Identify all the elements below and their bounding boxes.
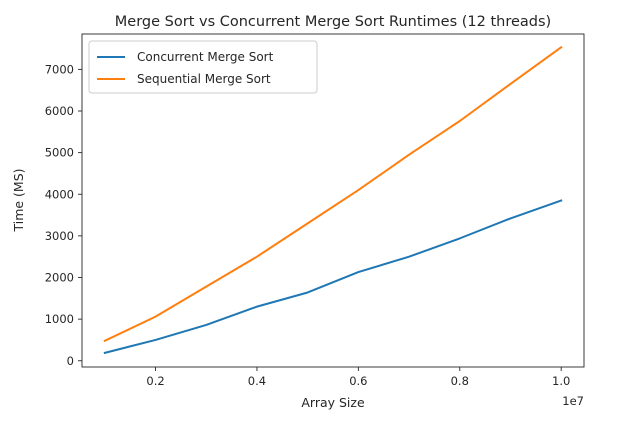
x-tick-label: 0.6 (349, 374, 367, 388)
x-axis: 0.2 0.4 0.6 0.8 1.0 (146, 367, 570, 388)
legend-label-sequential: Sequential Merge Sort (137, 72, 271, 86)
legend: Concurrent Merge Sort Sequential Merge S… (88, 40, 318, 94)
y-tick-label: 0 (67, 354, 74, 368)
plot-frame (81, 33, 585, 368)
x-tick-label: 0.4 (248, 374, 266, 388)
y-tick-label: 1000 (45, 312, 74, 326)
y-tick-label: 2000 (45, 271, 74, 285)
y-tick-label: 7000 (45, 62, 74, 76)
y-tick-label: 3000 (45, 229, 74, 243)
y-axis-label: Time (MS) (11, 168, 26, 232)
series-line-sequential (103, 45, 563, 343)
y-tick-label: 6000 (45, 104, 74, 118)
series-line-concurrent (103, 199, 563, 355)
x-tick-label: 0.2 (146, 374, 164, 388)
chart-title: Merge Sort vs Concurrent Merge Sort Runt… (115, 14, 551, 30)
legend-label-concurrent: Concurrent Merge Sort (137, 50, 274, 64)
y-tick-label: 5000 (45, 146, 74, 160)
y-tick-label: 4000 (45, 187, 74, 201)
y-axis: 0 1000 2000 3000 4000 5000 6000 7000 (45, 62, 82, 368)
x-tick-label: 0.8 (451, 374, 469, 388)
plot-lines (103, 45, 563, 355)
legend-box (88, 40, 318, 94)
x-offset-label: 1e7 (562, 394, 584, 408)
x-axis-label: Array Size (301, 395, 365, 410)
x-tick-label: 1.0 (552, 374, 570, 388)
